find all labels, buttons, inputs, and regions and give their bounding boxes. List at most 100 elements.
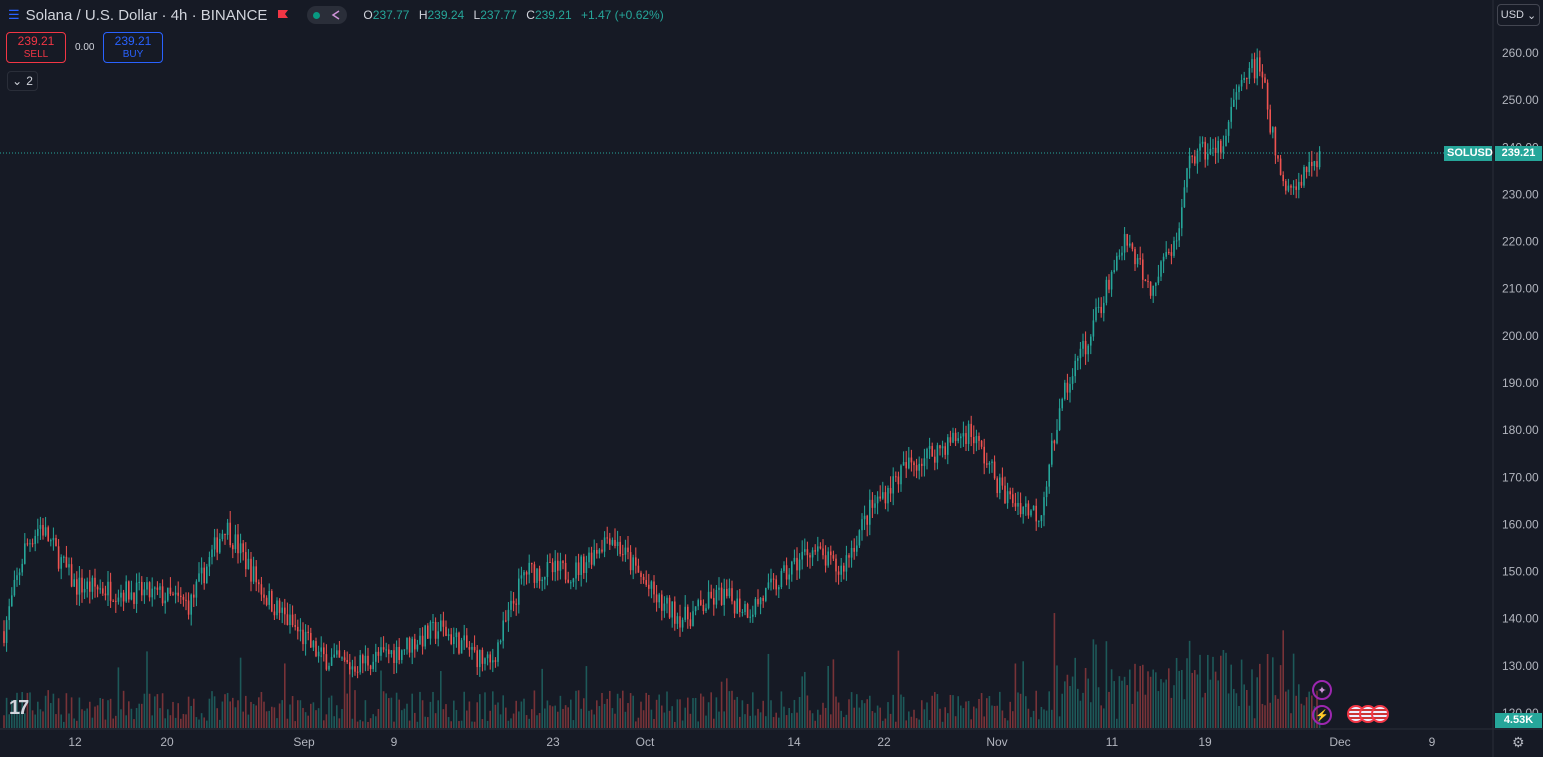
volume-bar <box>323 720 325 728</box>
candle-body <box>1118 255 1121 257</box>
candle-body <box>388 649 390 655</box>
volume-bar <box>674 721 676 728</box>
tradingview-logo[interactable]: 17 <box>9 697 29 719</box>
candle-body <box>492 660 494 663</box>
settings-icon[interactable]: ⚙ <box>1512 734 1525 750</box>
volume-bar <box>125 715 127 728</box>
volume-bar <box>1303 705 1305 728</box>
volume-bar <box>1032 710 1035 728</box>
price-axis[interactable]: 260.00250.00240.00230.00220.00210.00200.… <box>1502 46 1539 720</box>
time-axis[interactable]: 12 20 Sep 9 23 Oct 14 22 Nov 11 19 Dec 9 <box>68 735 1435 749</box>
volume-bar <box>367 721 369 728</box>
us-flag-icon[interactable] <box>1371 705 1389 723</box>
volume-bar <box>333 716 335 728</box>
volume-bar <box>320 655 322 728</box>
menu-icon[interactable]: ☰ <box>8 7 20 22</box>
volume-bar <box>1233 688 1235 728</box>
candle-body <box>624 547 627 555</box>
indicators-collapse-button[interactable]: ⌄ 2 <box>7 71 38 91</box>
volume-bar <box>401 710 403 728</box>
volume-bar <box>1201 697 1204 728</box>
candle-body <box>286 614 289 626</box>
candle-body <box>1264 77 1266 83</box>
candle-body <box>1160 261 1162 277</box>
volume-bar <box>723 711 725 728</box>
candle-body <box>1175 240 1178 242</box>
candle-body <box>1311 161 1313 167</box>
volume-bar <box>484 692 486 728</box>
volume-bar <box>1220 655 1222 728</box>
candle-body <box>252 566 255 582</box>
volume-bar <box>954 716 957 728</box>
candle-body <box>55 537 57 547</box>
candle-body <box>915 465 918 471</box>
candle-body <box>29 543 31 545</box>
candle-body <box>91 577 94 592</box>
candle-body <box>882 492 884 499</box>
candle-body <box>99 588 101 590</box>
volume-bar <box>541 668 543 728</box>
candle-body <box>1162 256 1165 262</box>
volume-bar <box>741 700 744 728</box>
candle-body <box>944 446 946 455</box>
candle-body <box>606 537 608 539</box>
candle-body <box>11 595 13 607</box>
candle-body <box>679 616 681 628</box>
volume-bar <box>1266 653 1269 728</box>
volume-bar <box>902 696 905 728</box>
candle-body <box>250 558 252 582</box>
volume-bar <box>752 692 754 728</box>
volume-bar <box>801 676 803 728</box>
volume-bar <box>619 698 621 728</box>
lightning-icon[interactable]: ⚡ <box>1312 705 1332 725</box>
candle-body <box>1071 376 1074 384</box>
candle-body <box>845 555 848 572</box>
volume-bar <box>973 706 975 728</box>
candle-body <box>515 603 517 605</box>
sell-button[interactable]: 239.21 SELL <box>6 32 66 63</box>
volume-bar <box>411 693 413 728</box>
candle-body <box>1233 99 1235 107</box>
candle-body <box>928 446 931 449</box>
flag-icon[interactable] <box>277 9 289 21</box>
symbol-title[interactable]: Solana / U.S. Dollar · 4h · BINANCE <box>25 6 268 24</box>
candle-body <box>830 551 832 556</box>
candle-body <box>1259 57 1261 72</box>
volume-bar <box>216 708 218 728</box>
volume-bar <box>185 714 187 728</box>
candle-body <box>1303 166 1305 186</box>
candle-body <box>135 582 138 604</box>
market-status-pill[interactable] <box>307 6 348 24</box>
volume-bars <box>3 613 1321 728</box>
volume-bar <box>1025 696 1027 728</box>
buy-button[interactable]: 239.21 BUY <box>103 32 163 63</box>
symbol-price-tag: SOLUSD <box>1444 146 1493 161</box>
sparkle-icon[interactable]: ✦ <box>1312 680 1332 700</box>
candle-body <box>1292 186 1295 188</box>
volume-bar <box>780 691 783 728</box>
volume-bar <box>624 711 627 728</box>
volume-bar <box>44 695 47 728</box>
currency-select[interactable]: USD ⌄ <box>1497 4 1540 26</box>
volume-bar <box>515 700 517 728</box>
volume-bar <box>882 720 884 728</box>
candle-body <box>975 436 978 444</box>
volume-bar <box>1290 713 1292 728</box>
economic-events[interactable] <box>1347 705 1391 725</box>
candle-body <box>1129 243 1131 246</box>
candle-body <box>814 550 816 552</box>
candle-body <box>801 551 803 560</box>
candle-body <box>863 515 866 520</box>
candle-body <box>988 463 991 465</box>
candle-body <box>1209 148 1212 154</box>
candle-body <box>697 600 699 607</box>
candle-body <box>1038 521 1040 523</box>
candle-body <box>572 578 575 583</box>
candle-body <box>960 436 962 439</box>
candle-body <box>804 549 806 552</box>
candle-body <box>598 549 601 554</box>
volume-bar <box>122 690 125 728</box>
volume-bar <box>221 701 224 728</box>
volume-bar <box>1186 658 1188 728</box>
